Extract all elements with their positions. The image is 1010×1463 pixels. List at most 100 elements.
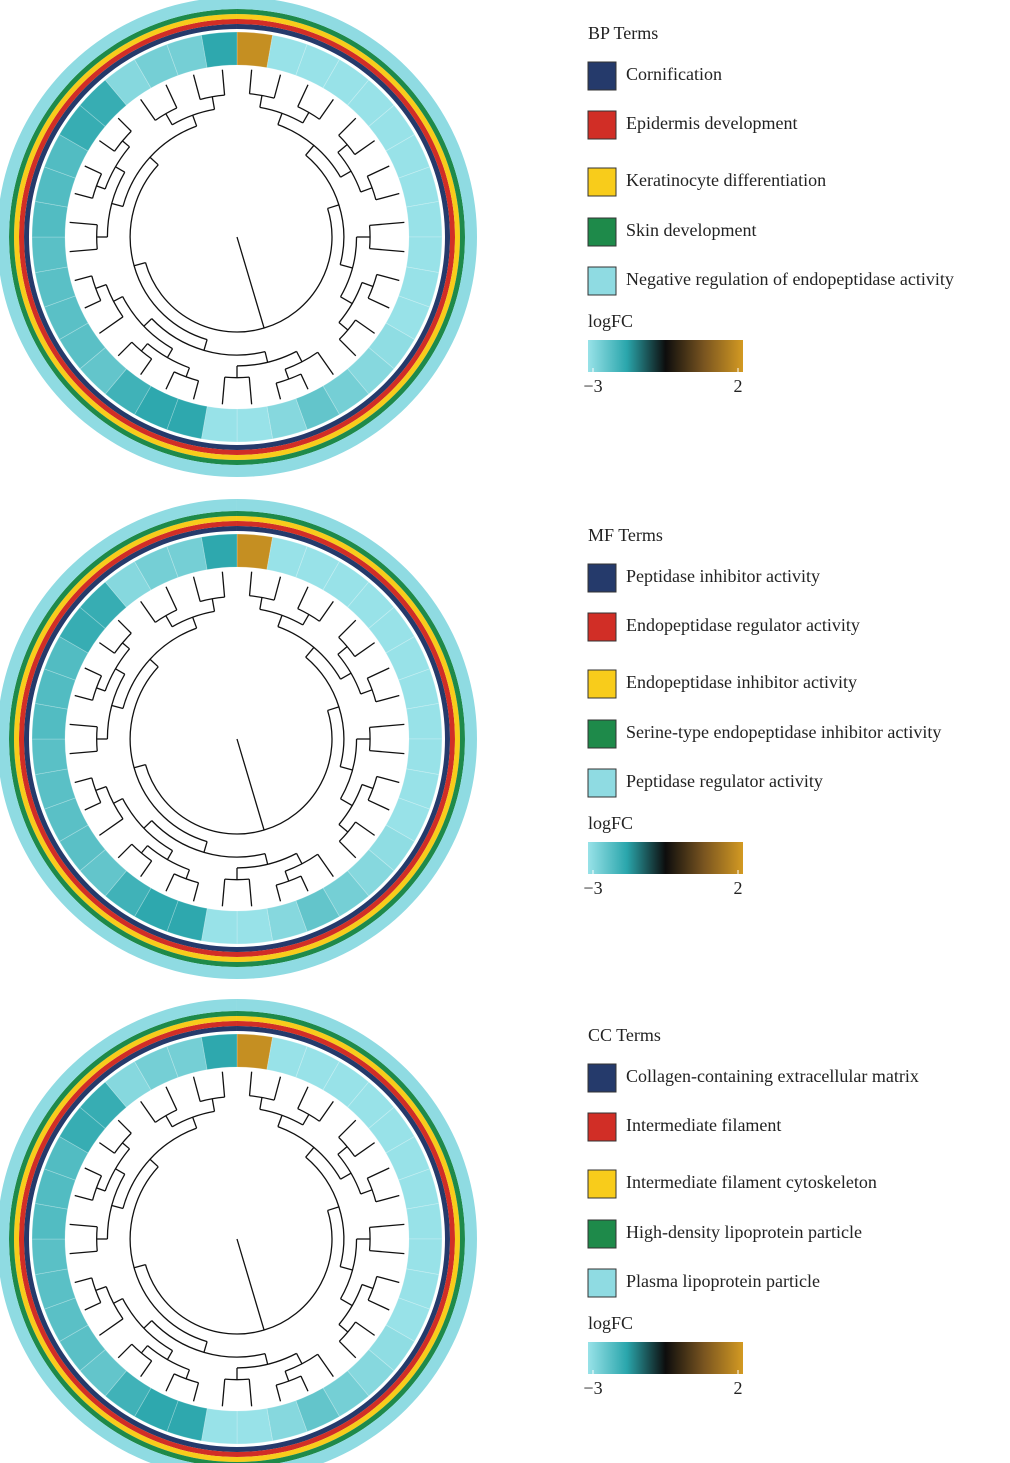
branch (99, 316, 124, 334)
logfc-segment (31, 236, 69, 274)
branch (327, 204, 340, 210)
branch (338, 322, 349, 331)
branch (149, 658, 159, 668)
logfc-segment (104, 1370, 152, 1418)
branch (84, 1301, 102, 1311)
logfc-segment (385, 295, 431, 341)
branch (140, 99, 156, 121)
branch (340, 296, 353, 305)
legend-title: BP Terms (588, 23, 658, 43)
branch (185, 1369, 191, 1380)
branch (338, 1324, 349, 1333)
branch (264, 351, 269, 363)
branch (74, 777, 92, 784)
branch (277, 113, 283, 125)
colorbar (588, 1342, 743, 1374)
logfc-segment (385, 635, 431, 681)
legend-swatch (587, 719, 617, 749)
branch (140, 860, 153, 877)
branch (277, 1115, 283, 1127)
branch (369, 1223, 405, 1229)
logfc-segment (405, 1238, 443, 1276)
branch (122, 140, 130, 148)
branch (367, 1167, 390, 1179)
logfc-segment (266, 1036, 308, 1078)
branch (95, 1285, 107, 1292)
branch (129, 1166, 208, 1343)
branch (305, 646, 315, 658)
branch (248, 571, 253, 596)
logfc-segment (166, 398, 208, 440)
branch (122, 125, 197, 207)
logfc-segment (236, 907, 274, 945)
branch (149, 156, 159, 166)
panel: CC Terms Collagen-containing extracellula… (0, 999, 919, 1463)
branch (69, 1250, 98, 1255)
branch (302, 614, 310, 626)
branch (248, 377, 253, 405)
colorbar-tick-label: 2 (734, 878, 743, 898)
term-ring (23, 526, 450, 953)
branch (133, 261, 146, 267)
branch (143, 820, 153, 829)
branch (111, 1204, 124, 1210)
logfc-segment (31, 200, 69, 238)
branch (143, 1320, 153, 1329)
branch (354, 140, 375, 156)
dendrogram (69, 69, 405, 405)
branch (340, 264, 353, 269)
branch (317, 853, 334, 877)
legend-swatch (587, 266, 617, 296)
branch (264, 1353, 269, 1365)
branch (84, 299, 102, 309)
branch (211, 598, 216, 612)
branch (354, 1142, 375, 1158)
logfc-segment (236, 1407, 274, 1445)
branch (327, 706, 340, 712)
logfc-segment (43, 635, 89, 681)
dendrogram (69, 571, 405, 907)
branch (203, 339, 208, 351)
branch (248, 1379, 253, 1407)
logfc-segment (43, 133, 89, 179)
branch (151, 820, 266, 858)
branch (297, 84, 309, 107)
branch (327, 1206, 340, 1212)
branch (361, 1283, 374, 1290)
dendrogram (69, 1071, 405, 1407)
branch (211, 1098, 216, 1112)
logfc-segment (79, 1348, 128, 1397)
branch (96, 185, 106, 190)
logfc-segment (200, 1033, 238, 1071)
logfc-segment (200, 405, 238, 443)
branch (302, 1114, 310, 1126)
branch (166, 850, 174, 860)
branch (84, 801, 102, 811)
branch (144, 1210, 333, 1335)
term-ring (9, 1011, 465, 1463)
logfc-segment (405, 200, 443, 238)
logfc-segment (322, 870, 370, 918)
logfc-segment (398, 1168, 440, 1210)
colorbar-tick-label: −3 (583, 1378, 602, 1398)
term-ring (8, 511, 465, 967)
branch (367, 297, 390, 309)
branch (259, 95, 263, 108)
branch (273, 74, 282, 99)
logfc-segment (322, 560, 370, 608)
logfc-segment (368, 1106, 416, 1154)
branch (340, 1266, 353, 1271)
logfc-segment (405, 1202, 443, 1240)
term-ring (13, 14, 460, 460)
logfc-segment (236, 1033, 274, 1071)
colorbar-tick-label: −3 (583, 878, 602, 898)
branch (95, 283, 107, 290)
branch (111, 202, 124, 208)
branch (295, 1353, 303, 1365)
branch (284, 368, 290, 380)
legend-label: Intermediate filament (626, 1115, 781, 1135)
branch (337, 646, 348, 655)
branch (340, 1298, 353, 1307)
legend-swatch (587, 1219, 617, 1249)
branch (277, 1126, 342, 1180)
